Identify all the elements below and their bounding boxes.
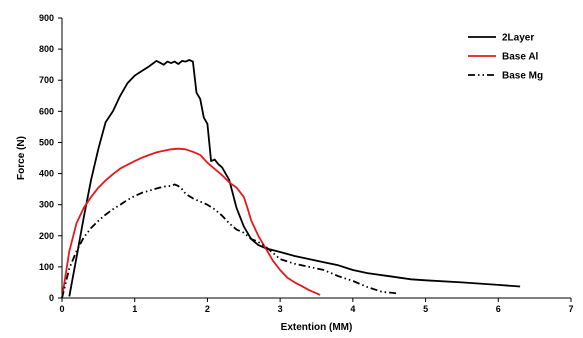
- y-tick-label: 600: [39, 106, 54, 116]
- y-tick-label: 900: [39, 13, 54, 23]
- series-line-1: [61, 147, 321, 299]
- x-tick-label: 6: [496, 304, 501, 314]
- y-tick-label: 500: [39, 137, 54, 147]
- x-axis-ticks: 0 1 2 3 4 5 6 7: [59, 298, 574, 314]
- y-tick-label: 300: [39, 200, 54, 210]
- x-tick-label: 0: [59, 304, 64, 314]
- y-tick-label: 400: [39, 169, 54, 179]
- y-tick-label: 100: [39, 262, 54, 272]
- x-tick-label: 5: [423, 304, 428, 314]
- y-tick-label: 800: [39, 44, 54, 54]
- y-axis-ticks: 0 100 200 300 400 500 600 700 800 900: [39, 13, 62, 303]
- x-tick-label: 1: [132, 304, 137, 314]
- y-tick-label: 200: [39, 231, 54, 241]
- x-axis-title: Extention (MM): [281, 322, 353, 333]
- legend-label-0: 2Layer: [502, 33, 534, 44]
- legend-label-2: Base Mg: [502, 71, 543, 82]
- plot-area: 0 1 2 3 4 5 6 7 0 100 200 300 400 500 600 700 800 900: [39, 13, 574, 314]
- legend-label-1: Base Al: [502, 52, 539, 63]
- y-tick-label: 700: [39, 75, 54, 85]
- y-tick-label: 0: [49, 293, 54, 303]
- series-line-0: [68, 59, 521, 297]
- x-tick-label: 4: [350, 304, 355, 314]
- series-layer: [61, 59, 521, 299]
- y-axis-title: Force (N): [16, 136, 27, 180]
- x-tick-label: 2: [205, 304, 210, 314]
- x-tick-label: 7: [568, 304, 573, 314]
- x-tick-label: 3: [278, 304, 283, 314]
- series-line-2: [61, 183, 397, 299]
- legend: 2Layer Base Al Base Mg: [468, 33, 543, 82]
